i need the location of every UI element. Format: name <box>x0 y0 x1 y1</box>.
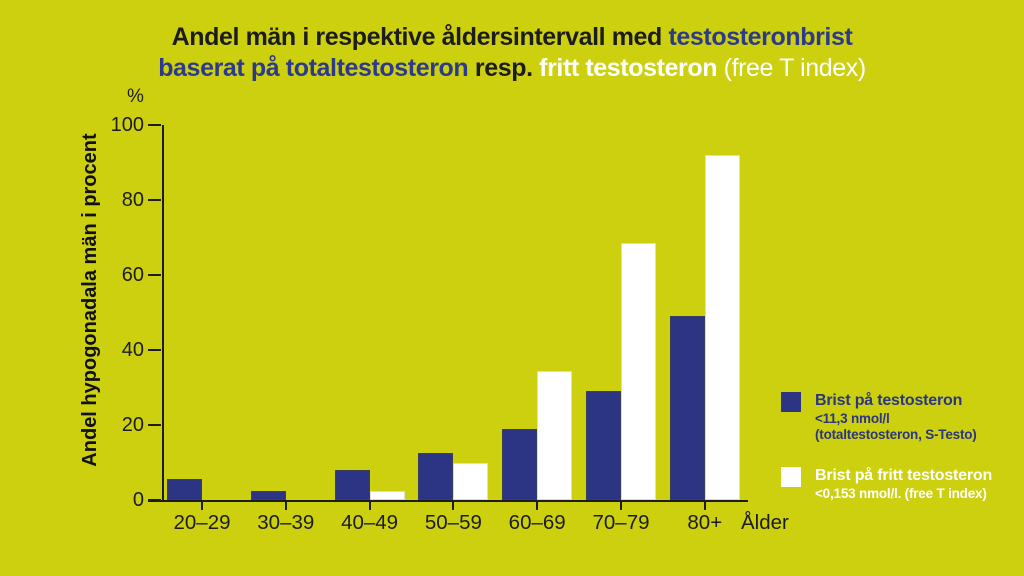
x-tick <box>368 500 371 510</box>
legend-detail: <11,3 nmol/l <box>815 411 890 426</box>
x-axis-title: Ålder <box>741 511 789 534</box>
bar-white-3 <box>453 462 489 500</box>
title-part-white-light: (free T index) <box>723 54 867 82</box>
bar-blue-4 <box>502 428 538 500</box>
x-axis-line <box>148 500 748 502</box>
title-part-navy-1: testosteronbrist <box>668 23 853 51</box>
y-tick-label: 0 <box>132 489 144 511</box>
x-tick-label: 60–69 <box>508 511 566 534</box>
x-tick-label: 80+ <box>687 511 723 534</box>
title-part-black-2: resp. <box>474 54 540 82</box>
x-tick <box>201 500 203 510</box>
y-axis-unit-label: % <box>127 86 144 107</box>
legend-label: Brist på fritt testosteron <box>815 467 993 484</box>
y-tick-label: 20 <box>121 414 144 436</box>
x-tick-label: 40–49 <box>341 511 399 534</box>
x-tick-label: 30–39 <box>257 511 315 534</box>
x-tick-label: 50–59 <box>424 511 482 534</box>
chart-title: Andel män i respektive åldersintervall m… <box>0 22 1024 84</box>
title-part-white-bold: fritt testosteron <box>539 54 724 82</box>
x-tick <box>620 500 622 510</box>
x-tick <box>536 500 539 510</box>
y-tick-label: 80 <box>121 189 144 211</box>
bar-blue-6 <box>669 316 705 500</box>
title-part-navy-2: baserat på totaltestosteron <box>158 54 475 82</box>
y-tick-label: 60 <box>121 264 144 286</box>
title-line-2: baserat på totaltestosteron resp. fritt … <box>0 53 1024 84</box>
bar-blue-1 <box>250 490 286 500</box>
legend-swatch-white <box>781 467 801 487</box>
bar-blue-0 <box>167 479 202 500</box>
title-line-1: Andel män i respektive åldersintervall m… <box>0 22 1024 53</box>
y-tick <box>148 274 161 276</box>
legend-text-fritt-testosteron: Brist på fritt testosteron <0,153 nmol/l… <box>815 465 992 502</box>
y-axis-title: Andel hypogonadala män i procent <box>79 133 101 467</box>
x-tick-label: 70–79 <box>592 511 650 534</box>
bar-white-4 <box>537 370 573 500</box>
bar-white-6 <box>704 155 740 500</box>
bar-blue-3 <box>418 453 454 500</box>
y-tick <box>148 199 161 201</box>
y-tick <box>148 499 161 501</box>
legend-text-testosteron: Brist på testosteron <11,3 nmol/l (total… <box>815 390 977 443</box>
legend-label: Brist på testosteron <box>815 392 963 409</box>
bar-blue-2 <box>334 470 370 500</box>
legend-item-fritt-testosteron: Brist på fritt testosteron <0,153 nmol/l… <box>781 465 1024 502</box>
legend-detail: <0,153 nmol/l. (free T index) <box>815 486 987 501</box>
y-tick-label: 40 <box>121 339 144 361</box>
legend-detail: (totaltestosteron, S-Testo) <box>815 427 977 442</box>
y-tick <box>148 349 161 351</box>
title-part-black-1: Andel män i respektive åldersintervall m… <box>171 23 669 51</box>
bar-white-2 <box>369 490 405 500</box>
x-tick <box>284 500 287 510</box>
y-tick <box>148 424 161 426</box>
bar-blue-5 <box>586 391 621 500</box>
legend: Brist på testosteron <11,3 nmol/l (total… <box>781 390 1024 524</box>
y-tick <box>148 124 161 126</box>
y-axis-line <box>162 125 164 502</box>
legend-swatch-blue <box>781 392 801 412</box>
x-tick <box>703 500 706 510</box>
x-tick-label: 20–29 <box>173 511 231 534</box>
bar-white-5 <box>621 243 656 500</box>
x-tick <box>452 500 455 510</box>
y-tick-label: 100 <box>110 114 144 136</box>
legend-item-testosteron: Brist på testosteron <11,3 nmol/l (total… <box>781 390 1024 443</box>
